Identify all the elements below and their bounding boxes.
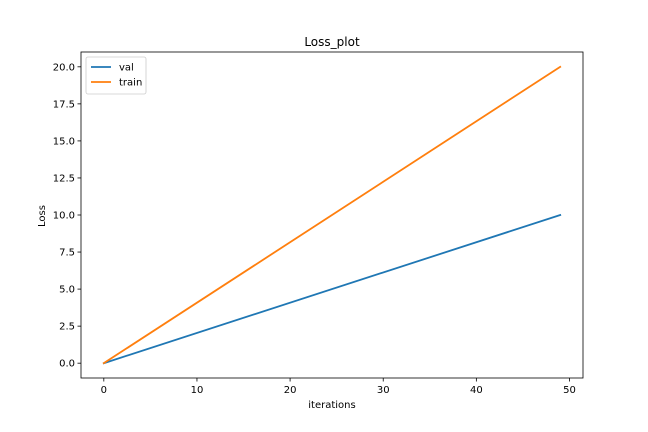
x-tick-label: 40 bbox=[470, 385, 483, 396]
plot-area: 0 10 20 30 40 50 0.0 2.5 5.0 7.5 10.0 12.5 15.0 17.5 2… bbox=[53, 51, 584, 396]
series-line-train bbox=[102, 65, 562, 365]
y-tick-label: 12.5 bbox=[53, 173, 75, 184]
x-tick-label: 30 bbox=[377, 385, 390, 396]
x-tick-label: 0 bbox=[101, 385, 107, 396]
x-tick-label: 20 bbox=[284, 385, 297, 396]
x-tick-label: 50 bbox=[563, 385, 576, 396]
y-tick-label: 7.5 bbox=[59, 248, 75, 259]
legend-label-val: val bbox=[119, 63, 134, 74]
y-tick-label: 20.0 bbox=[53, 62, 75, 73]
y-tick-label: 17.5 bbox=[53, 99, 75, 110]
y-tick-label: 10.0 bbox=[53, 211, 75, 222]
y-tick-label: 15.0 bbox=[53, 136, 75, 147]
y-tick-label: 5.0 bbox=[59, 285, 75, 296]
x-axis-label: iterations bbox=[308, 400, 355, 411]
chart-title: Loss_plot bbox=[304, 35, 360, 49]
series-line-val bbox=[102, 213, 562, 365]
y-axis-label: Loss bbox=[37, 205, 48, 227]
y-tick-label: 2.5 bbox=[59, 322, 75, 333]
legend-label-train: train bbox=[119, 78, 142, 89]
y-tick-label: 0.0 bbox=[59, 359, 75, 370]
x-tick-label: 10 bbox=[191, 385, 204, 396]
